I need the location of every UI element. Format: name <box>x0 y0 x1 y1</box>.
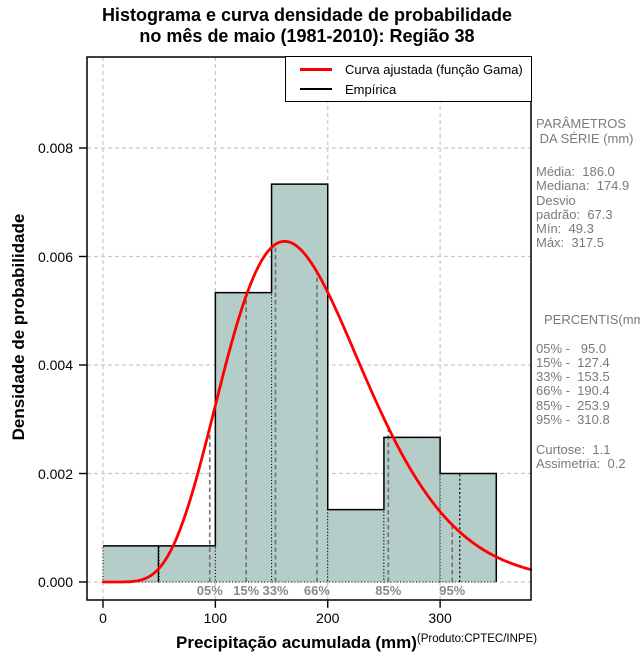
histogram-bar <box>215 292 272 582</box>
histogram-bar <box>271 184 328 582</box>
histogram-bar <box>159 545 216 582</box>
histogram-bar <box>383 437 441 582</box>
histogram-bar <box>440 473 497 582</box>
gamma-curve <box>101 239 533 584</box>
histogram-bar-dotted-border <box>327 509 385 583</box>
histogram-bar-dotted-border <box>439 473 497 583</box>
histogram-bar <box>327 509 384 582</box>
empirical-step-outline <box>103 183 498 582</box>
